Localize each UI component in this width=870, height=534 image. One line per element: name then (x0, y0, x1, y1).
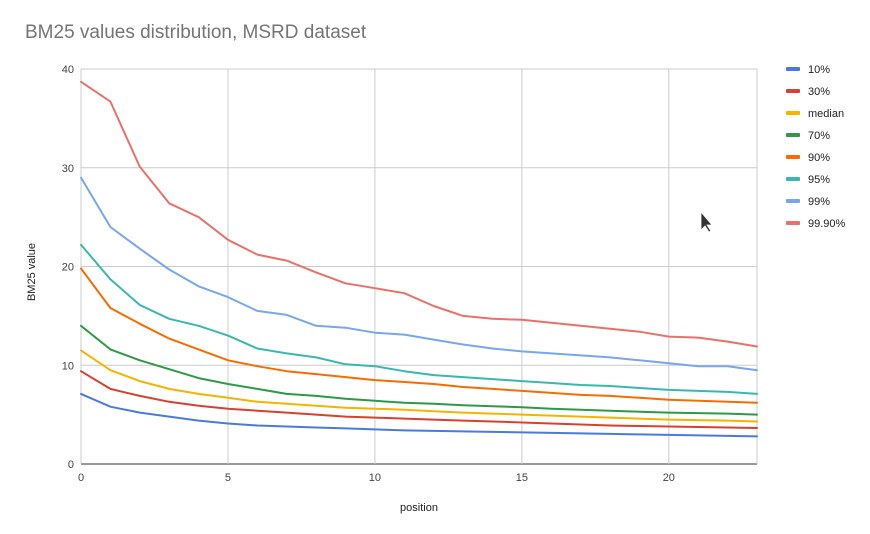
series-line-30- (80, 370, 758, 429)
legend-label: 99.90% (808, 218, 846, 230)
tick-labels: 0 10 20 30 40 0 5 10 15 20 (62, 64, 675, 484)
legend-item: 30% (786, 86, 830, 98)
legend-item: 95% (786, 174, 830, 186)
legend-swatch (786, 67, 800, 71)
series-line-median (80, 349, 758, 423)
chart-title: BM25 values distribution, MSRD dataset (25, 22, 367, 43)
series-line-95- (80, 243, 758, 395)
y-axis-label: BM25 value (26, 243, 38, 301)
series-line-99-90- (80, 80, 758, 348)
legend-item: 99% (786, 196, 830, 208)
legend-swatch (786, 155, 800, 159)
x-tick-label: 20 (663, 472, 675, 484)
series-line-10- (80, 392, 758, 438)
legend-item: 99.90% (786, 218, 846, 230)
legend-item: median (786, 108, 844, 120)
legend-label: 95% (808, 174, 830, 186)
y-tick-label: 0 (68, 459, 74, 471)
legend-label: median (808, 108, 844, 120)
series-line-70- (80, 324, 758, 416)
x-tick-label: 5 (225, 472, 231, 484)
legend-swatch (786, 89, 800, 93)
legend-label: 10% (808, 64, 830, 76)
series-layer (80, 80, 758, 438)
y-tick-label: 40 (62, 64, 74, 76)
y-tick-label: 30 (62, 163, 74, 175)
x-tick-label: 0 (78, 472, 84, 484)
series-line-90- (80, 267, 758, 404)
legend-label: 70% (808, 130, 830, 142)
legend: 10% 30% median 70% 90% 95% 99% 99.90% (786, 64, 846, 230)
x-tick-label: 10 (369, 472, 381, 484)
legend-item: 10% (786, 64, 830, 76)
legend-label: 30% (808, 86, 830, 98)
legend-item: 70% (786, 130, 830, 142)
mouse-cursor-icon (700, 210, 713, 233)
legend-swatch (786, 221, 800, 225)
series-line-99- (80, 176, 758, 372)
grid (80, 68, 758, 465)
legend-swatch (786, 111, 800, 115)
y-tick-label: 10 (62, 360, 74, 372)
legend-label: 90% (808, 152, 830, 164)
legend-swatch (786, 177, 800, 181)
legend-item: 90% (786, 152, 830, 164)
x-axis-label: position (400, 502, 438, 514)
legend-label: 99% (808, 196, 830, 208)
legend-swatch (786, 133, 800, 137)
legend-swatch (786, 199, 800, 203)
y-tick-label: 20 (62, 262, 74, 274)
x-tick-label: 15 (516, 472, 528, 484)
